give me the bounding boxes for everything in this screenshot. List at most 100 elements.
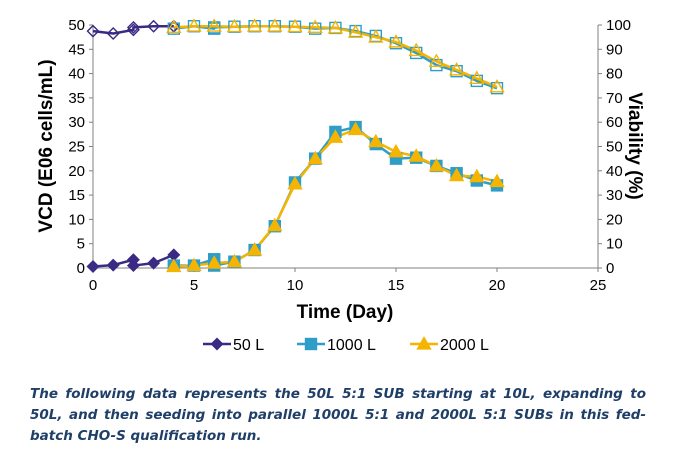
- vcd-point-50l: [147, 256, 161, 270]
- vcd-point-50l: [106, 258, 120, 272]
- y-tick-label: 0: [77, 260, 85, 277]
- x-tick-label: 10: [287, 277, 304, 294]
- y-tick-label: 30: [68, 114, 85, 131]
- axes: 0 5 10 15 20 25 30 35 40 45 50 0 10 20 30 40 50 60 70 80 90 1…: [68, 17, 631, 294]
- x-tick-label: 20: [489, 277, 506, 294]
- viability-point-1000l: [490, 81, 504, 95]
- viability-point-50l: [86, 24, 100, 38]
- y2-tick-label: 70: [606, 90, 623, 107]
- viability-point-1000l: [450, 64, 463, 78]
- viability-point-1000l: [389, 37, 403, 50]
- legend-item-50l: 50 L: [203, 337, 264, 354]
- viability-line-50l: [92, 24, 174, 35]
- vcd-point-2000l: [307, 150, 323, 165]
- vcd-point-2000l: [186, 257, 202, 272]
- legend-marker-2000l: [416, 336, 432, 350]
- vcd-point-50l: [86, 260, 100, 274]
- x-tick-label: 15: [388, 277, 405, 294]
- y2-tick-label: 20: [606, 211, 623, 228]
- vcd-point-2000l: [226, 253, 243, 268]
- markers-2000l: [166, 18, 505, 273]
- viability-point-1000l: [207, 21, 221, 34]
- y-tick-label: 45: [68, 41, 85, 58]
- viability-point-2000l: [347, 24, 364, 38]
- viability-point-2000l: [428, 53, 445, 68]
- y-tick-label: 5: [77, 236, 85, 253]
- legend-label-50l: 50 L: [233, 337, 264, 354]
- y-tick-label: 40: [68, 66, 85, 83]
- viability-point-2000l: [307, 19, 323, 34]
- series-50l: [92, 24, 175, 268]
- y2-tick-label: 10: [606, 236, 623, 253]
- vcd-point-2000l: [368, 133, 384, 148]
- viability-point-2000l: [408, 42, 424, 57]
- y-axis-title: VCD (E06 cells/mL): [36, 59, 57, 232]
- viability-point-50l: [147, 19, 161, 33]
- viability-point-50l: [126, 23, 140, 37]
- y2-tick-label: 40: [606, 163, 623, 180]
- viability-point-2000l: [388, 34, 404, 48]
- vcd-point-2000l: [408, 148, 424, 162]
- legend-marker-50l: [210, 337, 224, 351]
- viability-line-1000l: [173, 24, 498, 90]
- figure-caption: The following data represents the 50L 5:…: [30, 386, 646, 444]
- series-2000l: [173, 24, 498, 268]
- vcd-point-2000l: [246, 242, 263, 256]
- vcd-line-2000l: [173, 128, 498, 268]
- viability-point-2000l: [267, 18, 283, 32]
- legend-label-1000l: 1000 L: [327, 337, 376, 354]
- y-tick-label: 10: [68, 211, 85, 228]
- y2-tick-label: 0: [606, 260, 614, 277]
- vcd-point-2000l: [347, 121, 364, 136]
- viability-point-2000l: [368, 29, 384, 43]
- legend-item-1000l: 1000 L: [297, 337, 376, 354]
- vcd-line-1000l: [173, 125, 498, 267]
- vcd-point-2000l: [489, 173, 505, 188]
- y2-tick-label: 50: [606, 139, 623, 156]
- x-tick-label: 25: [590, 277, 607, 294]
- vcd-point-2000l: [166, 258, 182, 273]
- chart: 0 5 10 15 20 25 30 35 40 45 50 0 10 20 30 40 50 60 70 80 90 1…: [36, 17, 645, 354]
- viability-point-2000l: [287, 18, 303, 33]
- vcd-point-2000l: [448, 167, 465, 182]
- vcd-point-2000l: [388, 143, 404, 158]
- viability-line-2000l: [173, 24, 498, 89]
- viability-point-2000l: [327, 20, 344, 34]
- y-tick-label: 50: [68, 17, 85, 34]
- vcd-point-50l: [126, 259, 140, 273]
- y-tick-label: 15: [68, 187, 85, 204]
- vcd-point-2000l: [327, 129, 344, 143]
- series-1000l: [173, 24, 498, 267]
- markers-1000l: [167, 20, 504, 272]
- vcd-point-2000l: [206, 255, 222, 269]
- viability-point-2000l: [166, 19, 182, 34]
- viability-point-2000l: [186, 18, 202, 32]
- viability-point-1000l: [309, 22, 322, 35]
- y-tick-label: 25: [68, 139, 85, 156]
- y2-tick-label: 100: [606, 17, 631, 34]
- series-layer: [86, 18, 505, 274]
- y2-tick-label: 60: [606, 114, 623, 131]
- y-tick-label: 35: [68, 90, 85, 107]
- y2-tick-label: 80: [606, 66, 623, 83]
- legend-label-2000l: 2000 L: [440, 337, 489, 354]
- viability-point-2000l: [206, 18, 222, 32]
- viability-point-2000l: [226, 18, 243, 33]
- legend: 50 L 1000 L 2000 L: [203, 336, 489, 354]
- x-tick-label: 5: [190, 277, 198, 294]
- y-tick-label: 20: [68, 163, 85, 180]
- x-axis-title: Time (Day): [297, 302, 394, 323]
- y2-axis-title: Viability (%): [624, 92, 645, 199]
- vcd-point-2000l: [287, 176, 303, 190]
- y2-tick-label: 30: [606, 187, 623, 204]
- viability-point-1000l: [167, 22, 181, 35]
- viability-point-2000l: [469, 70, 485, 85]
- vcd-point-2000l: [267, 217, 283, 232]
- legend-marker-1000l: [304, 337, 318, 351]
- viability-point-50l: [106, 27, 120, 40]
- viability-point-2000l: [489, 79, 505, 93]
- viability-point-2000l: [246, 18, 263, 32]
- vcd-point-2000l: [428, 158, 445, 172]
- y2-tick-label: 90: [606, 41, 623, 58]
- vcd-point-2000l: [469, 168, 485, 183]
